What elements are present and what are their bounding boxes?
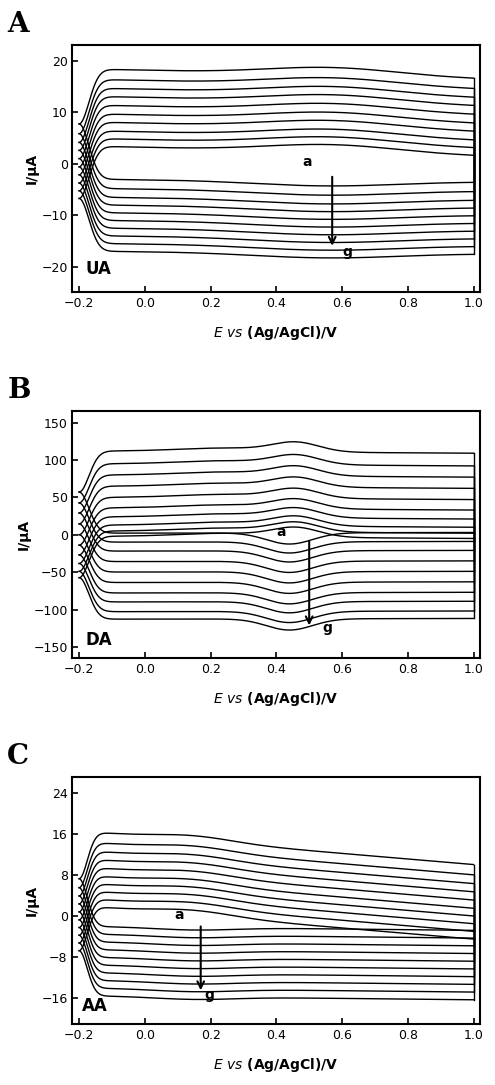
Text: $E$ $vs$ (Ag/AgCl)/V: $E$ $vs$ (Ag/AgCl)/V: [213, 1056, 339, 1074]
Text: a: a: [174, 907, 184, 921]
Y-axis label: I/μA: I/μA: [24, 153, 39, 184]
Text: DA: DA: [86, 631, 112, 650]
Text: a: a: [276, 525, 286, 539]
Text: g: g: [342, 245, 352, 259]
Text: g: g: [322, 621, 332, 635]
Text: $E$ $vs$ (Ag/AgCl)/V: $E$ $vs$ (Ag/AgCl)/V: [213, 690, 339, 709]
Text: $E$ $vs$ (Ag/AgCl)/V: $E$ $vs$ (Ag/AgCl)/V: [213, 324, 339, 343]
Text: C: C: [7, 743, 29, 769]
Y-axis label: I/μA: I/μA: [25, 885, 39, 916]
Text: UA: UA: [86, 260, 111, 278]
Text: AA: AA: [82, 997, 108, 1016]
Text: g: g: [204, 988, 214, 1003]
Y-axis label: I/μA: I/μA: [16, 519, 31, 550]
Text: a: a: [302, 155, 312, 169]
Text: B: B: [7, 376, 31, 404]
Text: A: A: [7, 11, 29, 38]
